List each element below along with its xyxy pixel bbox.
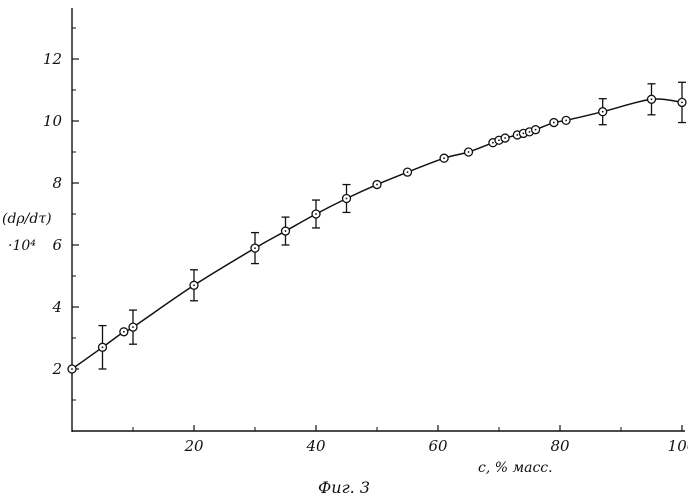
axes: 2 4 6 8 10 12 20 40 60 80 100	[43, 8, 688, 455]
data-point-center	[504, 137, 506, 139]
data-point-center	[523, 133, 525, 135]
y-tick-label: 4	[51, 298, 62, 316]
data-point-center	[254, 247, 256, 249]
data-point-center	[651, 98, 653, 100]
data-series	[68, 82, 686, 373]
data-point-center	[553, 122, 555, 124]
x-tick-label: 80	[550, 437, 570, 455]
data-point-center	[376, 184, 378, 186]
y-axis-label-line2: ·10⁴	[8, 238, 36, 254]
x-tick-label: 40	[305, 437, 326, 455]
data-point-center	[443, 157, 445, 159]
data-point-center	[285, 230, 287, 232]
y-tick-label: 2	[51, 360, 62, 378]
data-point-center	[407, 171, 409, 173]
data-point-center	[535, 129, 537, 131]
data-point-center	[132, 326, 134, 328]
x-tick-label: 60	[428, 437, 448, 455]
x-tick-label: 20	[183, 437, 204, 455]
data-point-center	[346, 198, 348, 200]
y-tick-label: 12	[43, 50, 62, 68]
data-point-center	[516, 134, 518, 136]
data-point-center	[529, 131, 531, 133]
y-axis-label-line1: (dρ/dτ)	[2, 211, 52, 227]
y-tick-label: 8	[52, 174, 62, 192]
data-point-center	[681, 102, 683, 104]
series-line	[72, 99, 682, 369]
y-tick-label: 10	[43, 112, 63, 130]
x-axis-label: c, % масс.	[478, 460, 553, 476]
data-point-center	[123, 331, 125, 333]
x-tick-label: 100	[668, 437, 688, 455]
data-point-center	[565, 119, 567, 121]
data-point-center	[315, 213, 317, 215]
data-point-center	[193, 284, 195, 286]
data-point-center	[468, 151, 470, 153]
data-point-center	[492, 142, 494, 144]
data-point-center	[71, 368, 73, 370]
y-tick-label: 6	[52, 236, 62, 254]
data-point-center	[498, 139, 500, 141]
data-point-center	[602, 111, 604, 113]
figure-caption: Фиг. 3	[318, 478, 370, 497]
data-point-center	[102, 346, 104, 348]
